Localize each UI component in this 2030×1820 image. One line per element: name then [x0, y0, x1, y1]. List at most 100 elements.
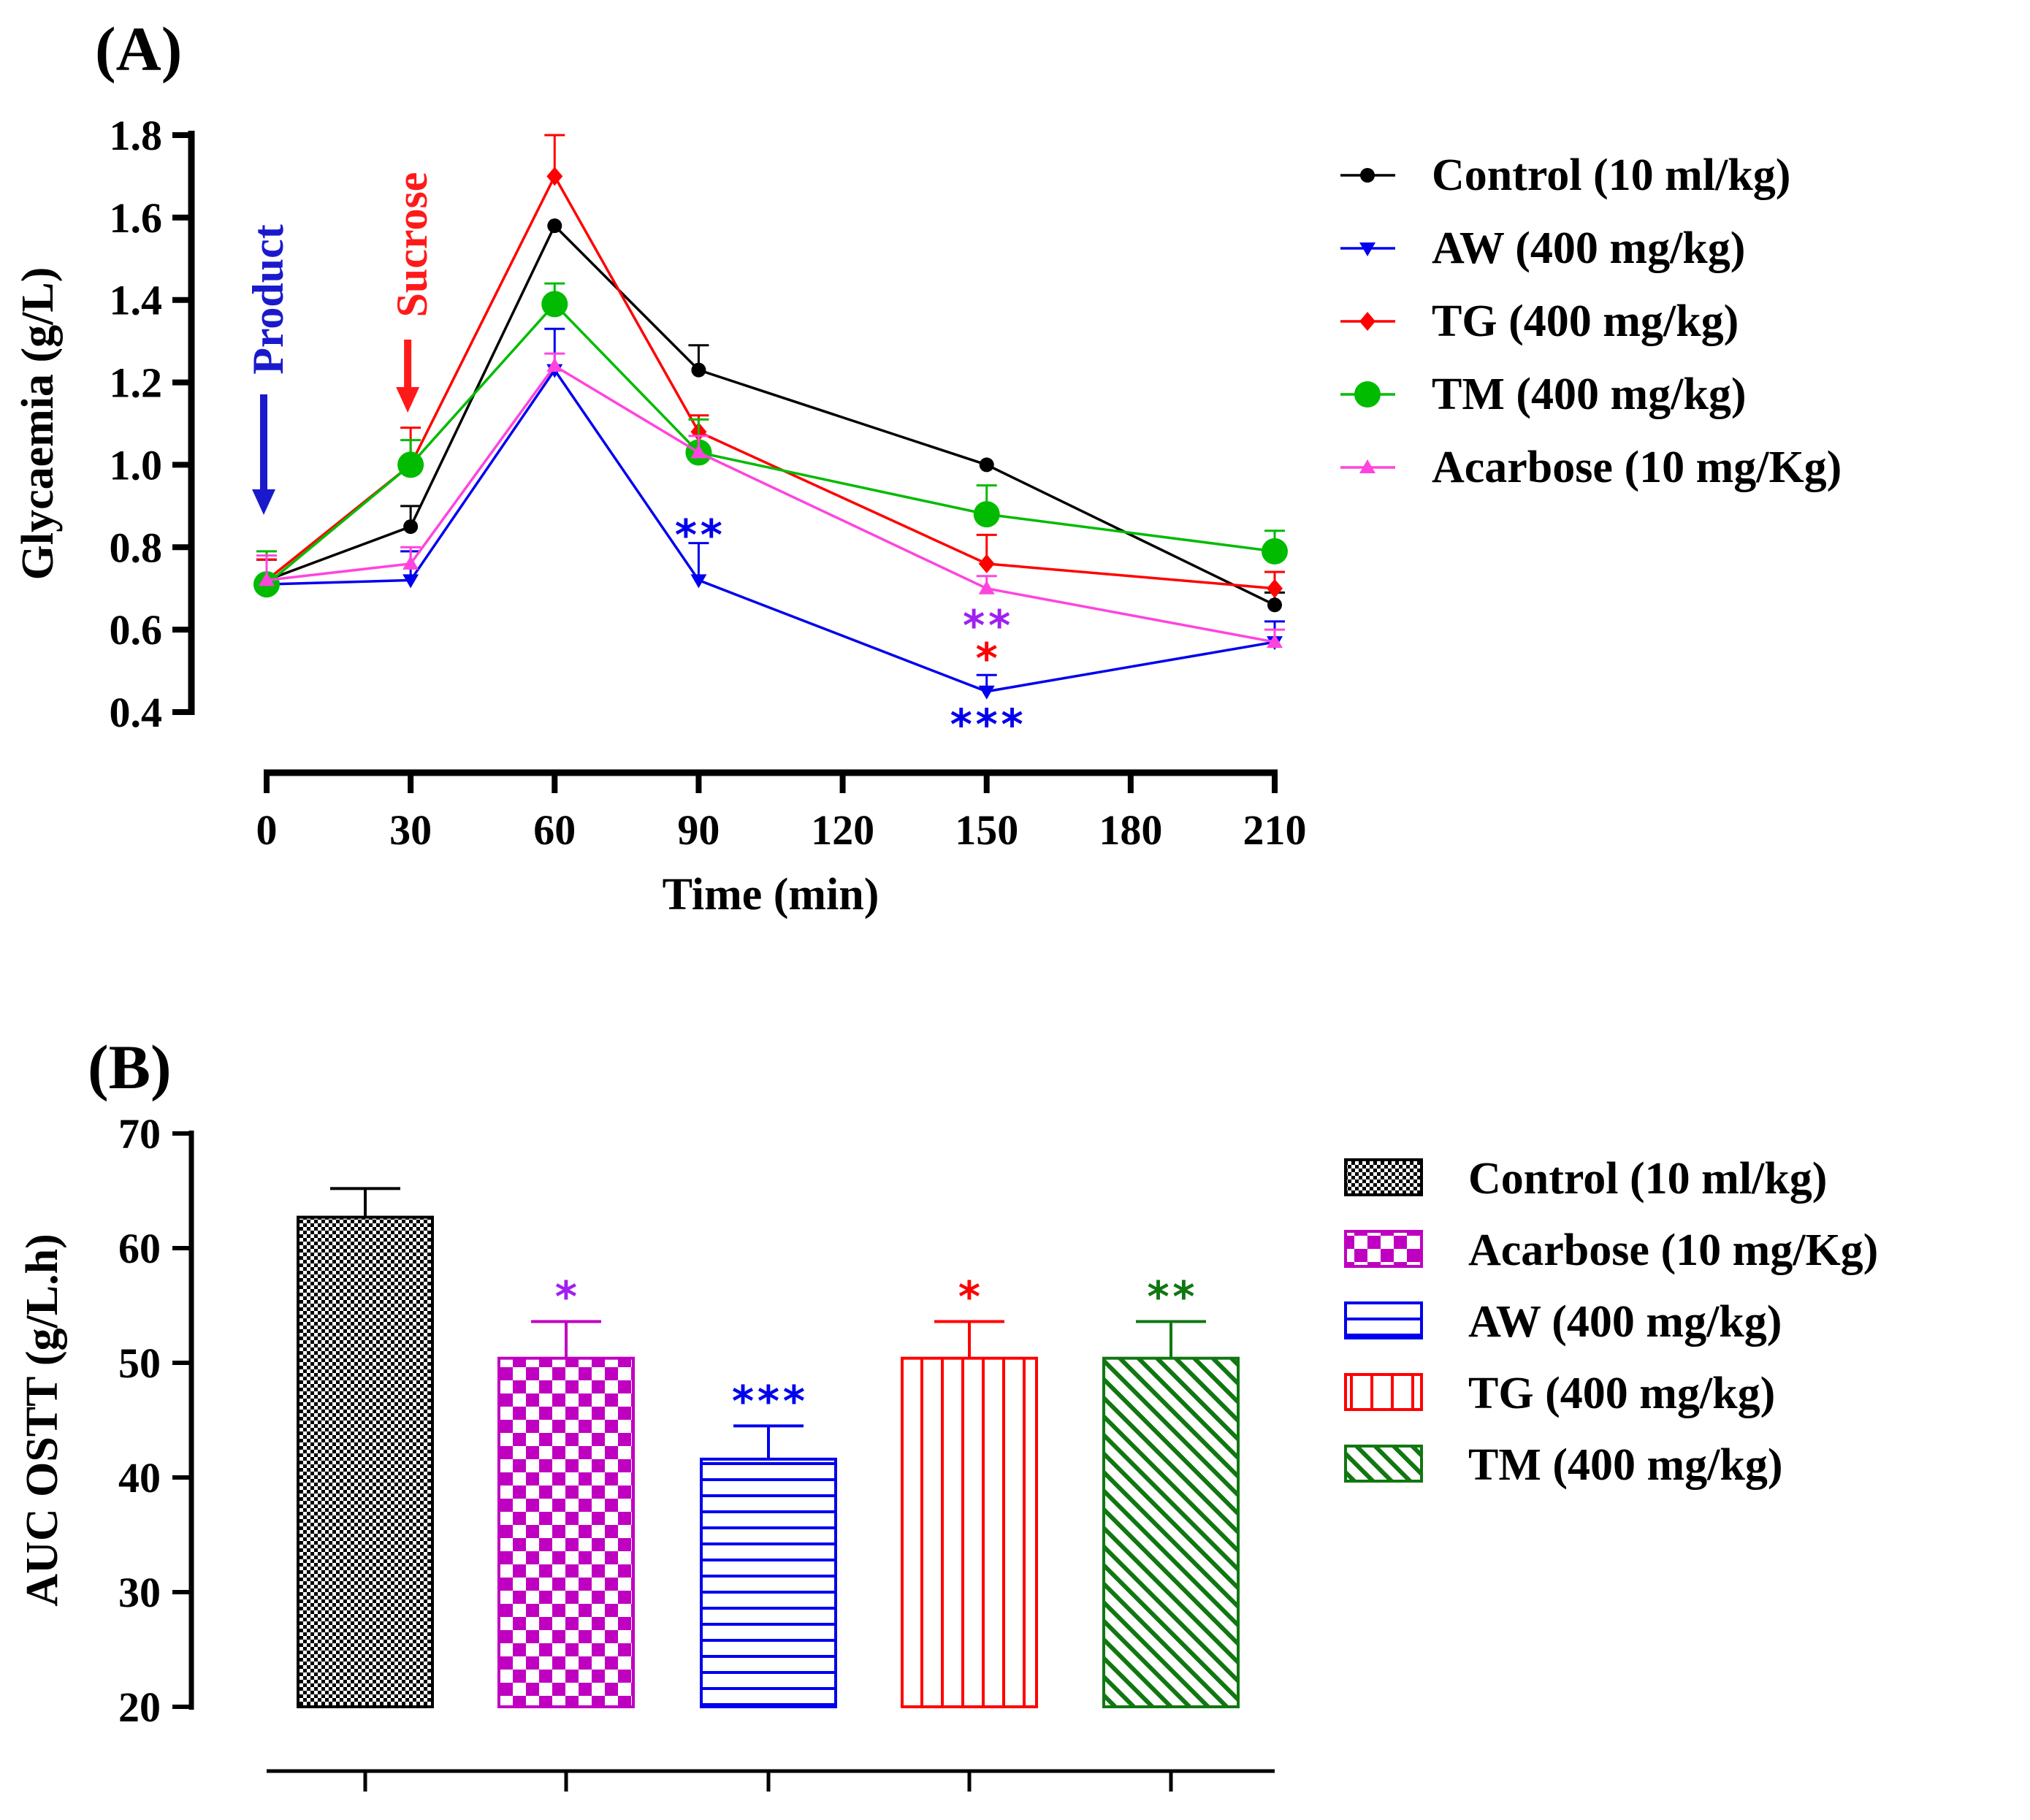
data-point [1354, 381, 1381, 408]
panel-a-line-chart: 0.4 0.6 0.8 1.0 1.2 1.4 1.6 1.8 0 30 60 90 120 150 180… [13, 112, 1842, 919]
bar [700, 1457, 837, 1708]
significance-marker: * [957, 1272, 982, 1321]
bar-0 [297, 1187, 434, 1708]
series-line [265, 302, 1275, 586]
x-tick-label: 120 [811, 806, 874, 854]
data-point [397, 451, 424, 478]
legend-item: Acarbose (10 mg/Kg) [1340, 443, 1842, 492]
data-point [1267, 597, 1282, 613]
data-point [973, 501, 1000, 528]
data-point [1359, 459, 1375, 473]
bar [497, 1356, 635, 1708]
data-point [1267, 578, 1283, 598]
y-tick-label: 30 [118, 1569, 161, 1616]
legend-swatch [1344, 1158, 1423, 1196]
legend-item: AW (400 mg/kg) [1344, 1297, 1782, 1347]
series-line [266, 364, 1275, 643]
panel-a-label: (A) [95, 14, 182, 84]
y-tick-label: 70 [118, 1110, 161, 1158]
legend-item: Acarbose (10 mg/Kg) [1344, 1226, 1878, 1275]
series-line [266, 367, 1275, 693]
legend-item: TG (400 mg/kg) [1344, 1369, 1775, 1418]
data-point [1359, 242, 1375, 256]
y-tick-label: 1.8 [110, 112, 163, 159]
data-point [403, 519, 419, 535]
legend-item: TM (400 mg/kg) [1344, 1440, 1783, 1490]
data-point [979, 457, 994, 473]
sucrose-arrow-head [396, 387, 420, 413]
legend-label: Control (10 ml/kg) [1468, 1154, 1827, 1204]
y-tick-label: 20 [118, 1683, 161, 1731]
bar [297, 1215, 434, 1708]
legend-label: AW (400 mg/kg) [1468, 1297, 1782, 1347]
legend-item: TG (400 mg/kg) [1340, 297, 1739, 346]
legend-swatch [1344, 1373, 1423, 1411]
series-0 [256, 218, 1285, 613]
legend-swatch [1344, 1301, 1423, 1339]
legend-b: Control (10 ml/kg) Acarbose (10 mg/Kg) AW … [1344, 1154, 1878, 1490]
legend-swatch [1344, 1445, 1423, 1483]
series-3 [253, 282, 1288, 598]
data-point [691, 362, 706, 378]
significance-marker: * [974, 634, 999, 684]
y-axis-title: AUC OSTT (g/L.h) [18, 1234, 67, 1606]
legend-label: TG (400 mg/kg) [1468, 1369, 1775, 1418]
y-axis-title: Glycaemia (g/L) [13, 267, 63, 581]
data-point [1359, 312, 1375, 331]
panel-b-label: (B) [88, 1032, 172, 1102]
x-tick-label: 210 [1243, 806, 1307, 854]
x-tick-label: 180 [1099, 806, 1162, 854]
significance-marker: ** [1145, 1272, 1197, 1321]
product-annotation: Product [244, 224, 292, 375]
data-point [978, 685, 995, 700]
bar [1102, 1356, 1240, 1708]
y-tick-label: 1.0 [110, 441, 163, 489]
legend-label: Acarbose (10 mg/Kg) [1468, 1226, 1878, 1275]
y-tick-label: 0.4 [110, 689, 163, 736]
significance-marker: ** [674, 510, 725, 559]
data-point [546, 358, 563, 372]
x-tick-label: 60 [533, 806, 576, 854]
y-tick-label: 0.8 [110, 524, 163, 571]
legend-label: TG (400 mg/kg) [1432, 297, 1739, 346]
y-tick-label: 60 [118, 1225, 161, 1272]
sucrose-annotation: Sucrose [388, 172, 436, 318]
data-point [402, 555, 419, 570]
legend-item: Control (10 ml/kg) [1344, 1154, 1827, 1204]
x-tick-label: 30 [389, 806, 432, 854]
data-point [978, 554, 995, 573]
legend-swatch [1344, 1230, 1423, 1268]
significance-marker: * [554, 1272, 579, 1321]
x-tick-label: 150 [955, 806, 1018, 854]
y-tick-label: 50 [118, 1339, 161, 1387]
legend-label: Acarbose (10 mg/Kg) [1432, 443, 1842, 492]
data-point [541, 291, 568, 318]
x-axis-title: Time (min) [663, 870, 879, 919]
significance-marker: ** [961, 601, 1012, 651]
y-tick-label: 1.2 [110, 359, 163, 407]
bar-2: *** [700, 1376, 837, 1708]
legend-label: Control (10 ml/kg) [1432, 150, 1790, 200]
legend-label: TM (400 mg/kg) [1468, 1440, 1783, 1490]
y-tick-label: 40 [118, 1454, 161, 1502]
significance-marker: *** [948, 700, 1025, 749]
data-point [546, 167, 563, 186]
x-tick-label: 90 [677, 806, 720, 854]
product-arrow-head [252, 489, 275, 515]
data-point [690, 574, 707, 589]
y-tick-label: 0.6 [110, 606, 163, 654]
data-point [547, 218, 562, 234]
legend-item: Control (10 ml/kg) [1340, 150, 1790, 200]
legend-item: AW (400 mg/kg) [1340, 223, 1745, 273]
series-line [266, 223, 1275, 606]
data-point [690, 444, 707, 459]
series-4 [256, 352, 1285, 649]
bar [901, 1356, 1038, 1708]
data-point [1262, 538, 1288, 565]
data-point [1360, 168, 1375, 183]
bar-4: ** [1102, 1272, 1240, 1708]
significance-marker: *** [730, 1376, 807, 1426]
legend-label: TM (400 mg/kg) [1432, 370, 1747, 419]
